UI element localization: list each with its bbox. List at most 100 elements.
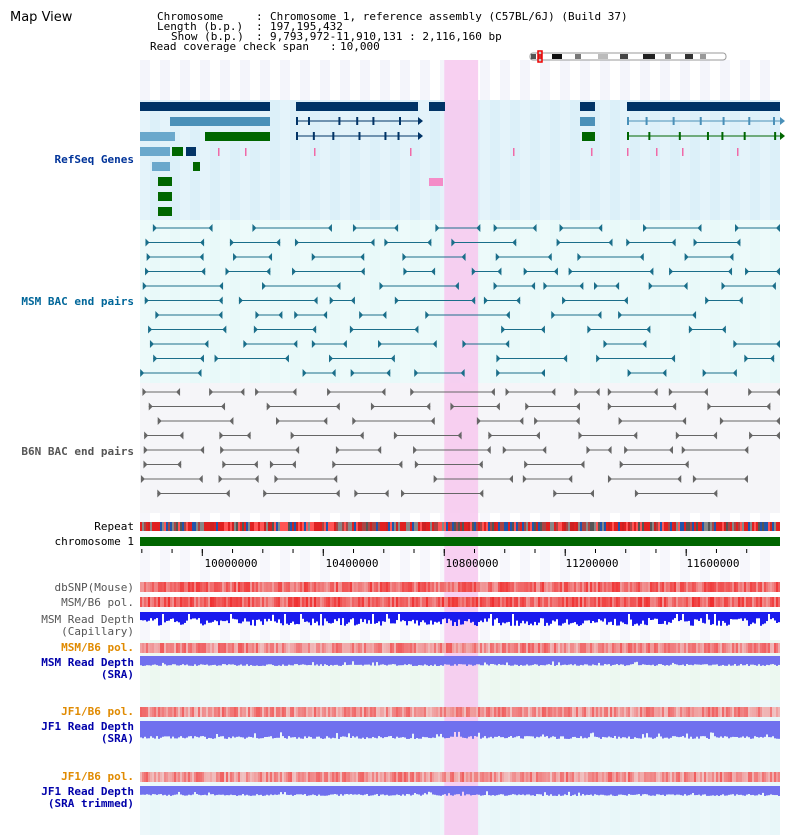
polymorphism-density	[382, 772, 384, 782]
read-depth-bar	[460, 786, 462, 796]
polymorphism-density	[328, 643, 330, 653]
polymorphism-density	[610, 707, 612, 717]
polymorphism-density	[628, 643, 630, 653]
read-depth-bar	[510, 786, 512, 795]
repeat-element	[268, 522, 270, 531]
polymorphism-density	[582, 772, 584, 782]
read-depth-bar	[276, 786, 278, 795]
msm-bac-end	[253, 325, 258, 334]
polymorphism-density	[356, 582, 358, 592]
read-depth-bar	[614, 612, 616, 619]
polymorphism-density	[580, 597, 582, 607]
polymorphism-density	[634, 643, 636, 653]
polymorphism-density	[694, 772, 696, 782]
polymorphism-density	[746, 582, 748, 592]
polymorphism-density	[604, 772, 606, 782]
read-depth-bar	[548, 786, 550, 796]
read-depth-bar	[568, 786, 570, 792]
polymorphism-density	[656, 597, 658, 607]
polymorphism-density	[620, 643, 622, 653]
read-depth-bar	[522, 786, 524, 795]
read-depth-bar	[716, 786, 718, 796]
read-depth-bar	[178, 786, 180, 792]
repeat-element	[466, 522, 468, 531]
read-depth-bar	[400, 721, 402, 738]
read-depth-bar	[750, 786, 752, 796]
polymorphism-density	[704, 597, 706, 607]
polymorphism-density	[632, 643, 634, 653]
read-depth-bar	[352, 656, 354, 662]
polymorphism-density	[574, 643, 576, 653]
polymorphism-density	[558, 582, 560, 592]
read-depth-bar	[658, 721, 660, 734]
polymorphism-density	[396, 772, 398, 782]
b6n-bac-end	[607, 402, 612, 411]
read-depth-bar	[324, 721, 326, 739]
polymorphism-density	[696, 707, 698, 717]
read-depth-bar	[356, 786, 358, 795]
read-depth-bar	[350, 612, 352, 620]
read-depth-bar	[570, 721, 572, 739]
polymorphism-density	[470, 772, 472, 782]
read-depth-bar	[434, 656, 436, 665]
polymorphism-density	[698, 582, 700, 592]
polymorphism-density	[142, 597, 144, 607]
read-depth-bar	[296, 656, 298, 665]
polymorphism-density	[242, 643, 244, 653]
track-label-msm-bac[interactable]: MSM BAC end pairs	[21, 295, 134, 308]
read-depth-bar	[764, 612, 766, 624]
track-label-refseq[interactable]: RefSeq Genes	[54, 153, 134, 166]
b6n-bac-end	[253, 460, 258, 469]
grid-stripe	[180, 100, 190, 835]
polymorphism-density	[222, 772, 224, 782]
read-depth-bar	[632, 786, 634, 795]
msm-bac-end	[559, 224, 564, 232]
read-depth-bar	[458, 721, 460, 732]
polymorphism-density	[194, 707, 196, 717]
read-depth-bar	[616, 721, 618, 739]
polymorphism-density	[372, 643, 374, 653]
polymorphism-density	[700, 643, 702, 653]
read-depth-bar	[460, 721, 462, 737]
polymorphism-density	[746, 643, 748, 653]
read-depth-bar	[758, 786, 760, 795]
polymorphism-density	[336, 582, 338, 592]
polymorphism-density	[244, 772, 246, 782]
polymorphism-density	[350, 597, 352, 607]
polymorphism-density	[488, 582, 490, 592]
msm-bac-end	[523, 267, 528, 276]
polymorphism-density	[286, 597, 288, 607]
read-depth-bar	[602, 656, 604, 666]
polymorphism-density	[460, 772, 462, 782]
read-depth-bar	[240, 656, 242, 665]
polymorphism-density	[724, 597, 726, 607]
repeat-element	[242, 522, 244, 531]
read-depth-bar	[610, 721, 612, 738]
msm-bac-end	[218, 296, 223, 305]
read-depth-bar	[224, 786, 226, 796]
polymorphism-density	[280, 772, 282, 782]
polymorphism-density	[398, 597, 400, 607]
polymorphism-density	[692, 707, 694, 717]
track-label-b6n-bac[interactable]: B6N BAC end pairs	[21, 445, 134, 458]
read-depth-bar	[364, 656, 366, 665]
read-depth-bar	[598, 612, 600, 620]
read-depth-bar	[544, 656, 546, 666]
b6n-bac-end	[776, 431, 780, 440]
polymorphism-density	[186, 772, 188, 782]
polymorphism-density	[550, 772, 552, 782]
read-depth-bar	[284, 656, 286, 666]
polymorphism-density	[320, 597, 322, 607]
read-depth-bar	[500, 656, 502, 665]
read-depth-bar	[360, 612, 362, 619]
read-depth-bar	[624, 721, 626, 738]
read-depth-bar	[704, 612, 706, 624]
read-depth-bar	[286, 612, 288, 624]
polymorphism-density	[236, 772, 238, 782]
read-depth-bar	[366, 721, 368, 738]
read-depth-bar	[408, 612, 410, 622]
read-depth-bar	[190, 612, 192, 620]
polymorphism-density	[436, 643, 438, 653]
polymorphism-density	[266, 643, 268, 653]
